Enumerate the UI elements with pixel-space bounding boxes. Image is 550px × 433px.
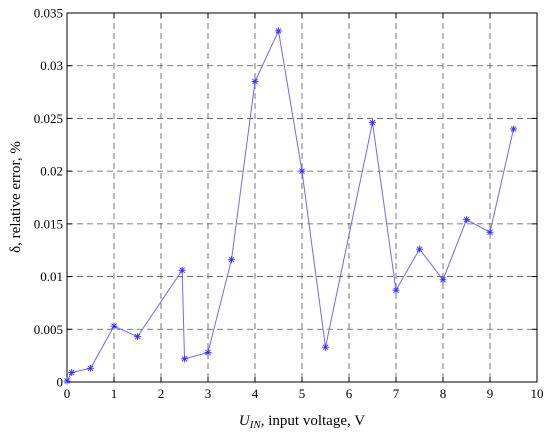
marker-stroke: [179, 267, 185, 274]
marker-stroke: [252, 78, 258, 85]
marker-stroke: [322, 344, 329, 351]
marker-stroke: [416, 246, 423, 252]
y-tick-label: 0.035: [34, 6, 63, 21]
data-point-marker: [392, 286, 400, 294]
x-tick-label: 8: [440, 386, 447, 401]
data-point-marker: [63, 377, 71, 385]
data-point-marker: [251, 78, 259, 86]
data-point-marker: [134, 333, 141, 341]
x-axis-label-sub: IN: [249, 419, 262, 431]
x-tick-label: 6: [346, 386, 353, 401]
data-point-marker: [298, 167, 306, 175]
y-tick-label: 0.01: [40, 269, 63, 284]
marker-stroke: [111, 323, 117, 329]
x-tick-label: 4: [252, 386, 259, 401]
data-point-marker: [416, 245, 423, 253]
data-point-marker: [204, 348, 212, 356]
marker-stroke: [369, 119, 376, 126]
marker-stroke: [68, 369, 75, 376]
data-point-marker: [228, 256, 235, 264]
y-tick-labels: 0 0.005 0.01 0.015 0.02 0.025 0.03 0.035: [34, 6, 63, 390]
marker-stroke: [228, 256, 235, 263]
x-tick-label: 3: [205, 386, 212, 401]
x-tick-label: 9: [487, 386, 494, 401]
data-point-marker: [369, 119, 376, 127]
marker-stroke: [463, 216, 470, 223]
y-tick-label: 0.02: [40, 164, 63, 179]
data-point-marker: [486, 228, 494, 236]
marker-stroke: [393, 287, 399, 294]
x-tick-label: 2: [158, 386, 165, 401]
data-point-marker: [275, 27, 282, 35]
data-point-marker: [110, 322, 118, 330]
x-axis-label-text: , input voltage, V: [261, 413, 365, 429]
x-tick-label: 7: [393, 386, 400, 401]
marker-stroke: [275, 28, 282, 34]
marker-stroke: [134, 333, 141, 340]
marker-stroke: [181, 355, 188, 362]
y-axis-label: δ, relative error, %: [8, 141, 24, 253]
x-tick-label: 5: [299, 386, 306, 401]
x-axis-label-var: U: [239, 413, 251, 429]
data-point-marker: [181, 355, 188, 363]
marker-stroke: [205, 349, 211, 356]
y-tick-label: 0.015: [34, 216, 63, 231]
data-point-marker: [510, 125, 517, 133]
x-tick-labels: 0 1 2 3 4 5 6 7 8 9 10: [64, 386, 544, 401]
marker-stroke: [299, 168, 305, 174]
y-tick-label: 0.005: [34, 322, 63, 337]
data-series: [63, 27, 517, 385]
tick-marks: [66, 12, 538, 383]
marker-stroke: [87, 365, 94, 372]
data-point-marker: [178, 266, 186, 274]
y-tick-label: 0: [57, 375, 64, 390]
series-line: [66, 29, 514, 382]
x-tick-label: 0: [64, 386, 71, 401]
data-point-marker: [87, 364, 94, 372]
x-tick-label: 1: [111, 386, 118, 401]
x-axis-label: UIN, input voltage, V: [239, 413, 365, 431]
marker-stroke: [510, 126, 517, 132]
marker-stroke: [440, 276, 446, 283]
marker-stroke: [64, 378, 70, 384]
data-point-marker: [68, 369, 76, 377]
y-tick-label: 0.025: [34, 111, 63, 126]
data-point-marker: [322, 343, 329, 351]
x-tick-label: 10: [531, 386, 544, 401]
y-tick-label: 0.03: [40, 58, 63, 73]
data-point-marker: [463, 216, 470, 224]
marker-stroke: [487, 229, 493, 236]
data-point-marker: [439, 276, 447, 284]
